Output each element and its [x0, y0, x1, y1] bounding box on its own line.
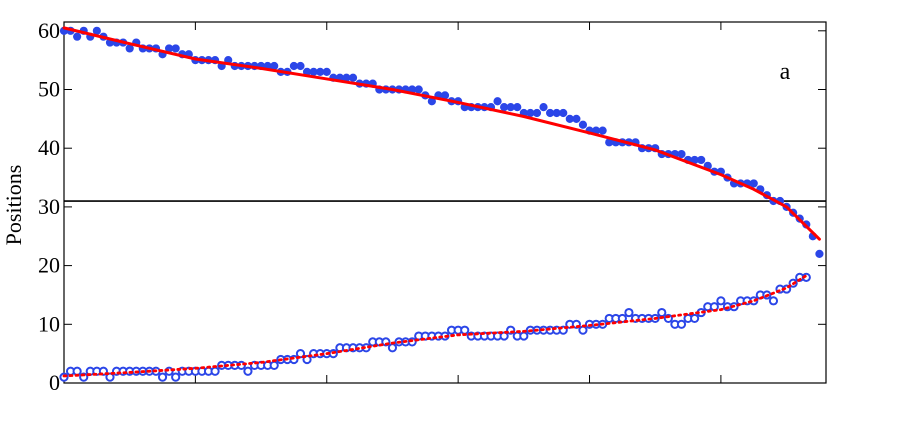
upper-data-point — [171, 44, 180, 53]
upper-fit-line — [62, 26, 821, 241]
lower-data-point — [72, 366, 82, 376]
lower-data-point — [690, 313, 700, 324]
y-tick-label: 10 — [38, 311, 60, 336]
y-tick-label: 30 — [38, 194, 60, 219]
lower-data-point — [624, 307, 634, 318]
upper-data-point — [572, 114, 581, 123]
lower-data-point — [387, 343, 398, 353]
lower-data-point — [768, 296, 779, 306]
y-axis-label: Positions — [1, 165, 26, 246]
lower-data-point — [578, 325, 588, 335]
lower-data-point — [269, 360, 279, 370]
upper-data-point — [322, 67, 331, 76]
upper-data-point — [598, 126, 607, 135]
lower-data-point — [716, 296, 726, 306]
upper-data-point — [578, 120, 588, 129]
upper-data-point — [532, 108, 542, 118]
plot-frame — [63, 21, 827, 384]
y-tick-label: 50 — [38, 77, 60, 102]
lower-data-point — [210, 366, 220, 376]
lower-data-point — [460, 325, 470, 335]
upper-data-point — [414, 85, 423, 94]
upper-data-point — [697, 155, 706, 165]
upper-data-point — [348, 73, 358, 82]
upper-data-point — [815, 249, 824, 258]
y-tick-label: 60 — [38, 18, 60, 43]
lower-data-point — [171, 372, 181, 382]
upper-data-point — [513, 103, 522, 112]
lower-data-point — [676, 319, 687, 329]
panel-annotation: a — [780, 59, 791, 85]
upper-data-point — [559, 108, 568, 118]
series-filled-points — [59, 26, 824, 258]
lower-data-point — [157, 372, 168, 382]
upper-data-point — [677, 149, 686, 159]
upper-data-point — [539, 103, 548, 112]
lower-data-point — [105, 372, 115, 382]
y-tick-label: 20 — [38, 253, 60, 278]
upper-data-point — [73, 32, 82, 41]
lower-data-point — [657, 307, 667, 318]
lower-fit-line — [62, 274, 808, 378]
lower-data-point — [243, 366, 253, 376]
upper-data-point — [749, 179, 758, 188]
series-solid-fit — [62, 26, 821, 241]
upper-data-point — [296, 61, 305, 71]
y-tick-label: 40 — [38, 135, 60, 160]
lower-data-point — [519, 331, 529, 341]
upper-data-point — [493, 97, 502, 106]
series-dotted-fit — [62, 274, 808, 378]
upper-data-point — [92, 26, 101, 35]
y-tick-label: 0 — [49, 370, 60, 395]
series-open-points — [59, 272, 811, 382]
